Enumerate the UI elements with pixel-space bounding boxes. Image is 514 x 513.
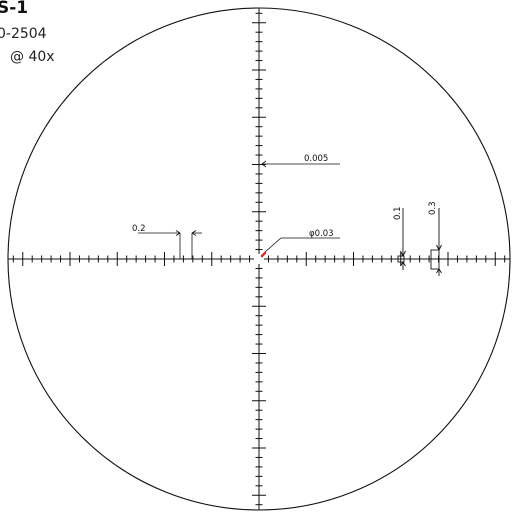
large-box-marker xyxy=(430,249,440,270)
reticle-spec-line-1: 0-2504 xyxy=(0,26,47,42)
vertical-spacing-callout xyxy=(261,160,340,168)
center-dot-callout xyxy=(264,237,340,253)
center-dot xyxy=(260,251,267,258)
horizontal-gap-callout xyxy=(138,230,202,259)
large-box-label: 0.3 xyxy=(428,201,438,215)
reticle-ticks xyxy=(12,12,506,506)
small-box-callout xyxy=(397,208,406,270)
reticle-spec-line-2: @ 40x xyxy=(10,49,55,65)
small-box-label: 0.1 xyxy=(393,206,403,220)
large-box-callout xyxy=(430,208,442,276)
reticle-title: S-1 xyxy=(0,0,28,18)
horizontal-gap-label: 0.2 xyxy=(132,224,146,234)
center-dot-label: φ0.03 xyxy=(309,229,334,239)
vertical-spacing-label: 0.005 xyxy=(304,154,328,164)
small-box-marker xyxy=(397,255,405,263)
crosshair xyxy=(8,8,510,510)
